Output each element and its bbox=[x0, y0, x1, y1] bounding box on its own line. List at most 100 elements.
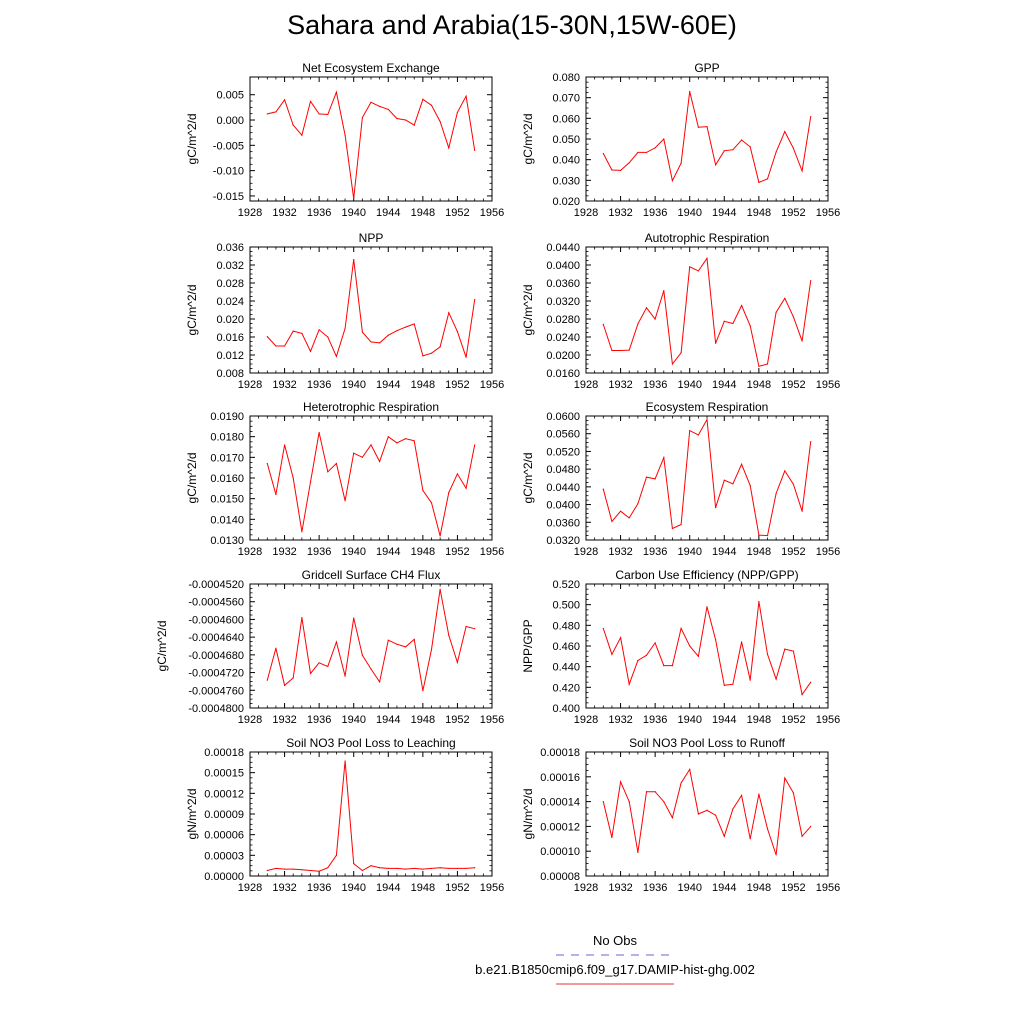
data-point bbox=[361, 331, 363, 333]
data-point bbox=[792, 792, 795, 794]
data-point bbox=[327, 471, 329, 473]
data-point bbox=[353, 197, 355, 200]
data-point bbox=[766, 653, 769, 655]
y-tick-label: 0.036 bbox=[216, 242, 244, 254]
data-point bbox=[645, 307, 648, 309]
data-point bbox=[801, 170, 803, 172]
series-line bbox=[602, 91, 812, 184]
y-axis-label: gC/m^2/d bbox=[521, 114, 535, 165]
data-point bbox=[766, 363, 769, 365]
data-point bbox=[465, 867, 467, 870]
data-point bbox=[396, 867, 398, 870]
data-point bbox=[775, 678, 777, 680]
data-point bbox=[602, 152, 604, 155]
data-point bbox=[766, 534, 769, 537]
data-point bbox=[353, 863, 355, 865]
x-tick-label: 1936 bbox=[643, 546, 667, 558]
data-point bbox=[379, 460, 381, 463]
data-point bbox=[749, 325, 751, 327]
panel-title: Autotrophic Respiration bbox=[645, 231, 770, 245]
data-point bbox=[456, 111, 459, 114]
data-point bbox=[663, 665, 665, 667]
data-point bbox=[671, 527, 674, 530]
data-point bbox=[715, 164, 717, 166]
y-tick-label: 0.0600 bbox=[546, 411, 580, 423]
data-point bbox=[792, 316, 795, 318]
plot-frame bbox=[249, 76, 493, 202]
data-point bbox=[680, 162, 682, 164]
panel-3: NPP gC/m^2/d 1928 1932 1936 1940 1944 1948 1952 1… bbox=[185, 231, 504, 391]
data-point bbox=[474, 444, 476, 446]
x-tick-label: 1956 bbox=[480, 379, 504, 391]
data-point bbox=[732, 322, 734, 325]
x-tick-label: 1932 bbox=[272, 882, 296, 894]
data-point bbox=[611, 836, 613, 839]
y-tick-label: 0.0360 bbox=[546, 278, 580, 290]
y-tick-label: 0.00015 bbox=[204, 768, 244, 780]
y-tick-label: 0.440 bbox=[552, 662, 580, 674]
y-tick-label: 0.00003 bbox=[204, 850, 244, 862]
x-tick-label: 1936 bbox=[307, 882, 331, 894]
data-point bbox=[775, 492, 777, 495]
panel-6: Ecosystem Respiration gC/m^2/d 1928 1932 193… bbox=[521, 400, 840, 558]
data-point bbox=[619, 637, 622, 639]
data-point bbox=[645, 476, 648, 478]
y-tick-label: 0.520 bbox=[552, 579, 580, 591]
data-point bbox=[758, 534, 760, 536]
data-point bbox=[689, 90, 691, 93]
y-tick-label: 0.500 bbox=[552, 600, 580, 612]
data-point bbox=[680, 627, 682, 630]
x-tick-label: 1932 bbox=[608, 379, 632, 391]
x-tick-label: 1952 bbox=[781, 207, 805, 219]
y-tick-label: -0.010 bbox=[213, 166, 244, 178]
x-tick-label: 1936 bbox=[307, 714, 331, 726]
data-point bbox=[732, 149, 734, 151]
panel-2: GPP gC/m^2/d 1928 1932 1936 1940 1944 1948 1952 1… bbox=[521, 61, 840, 219]
x-tick-label: 1932 bbox=[608, 207, 632, 219]
x-tick-label: 1936 bbox=[643, 882, 667, 894]
x-tick-label: 1956 bbox=[480, 714, 504, 726]
y-tick-label: 0.0400 bbox=[546, 500, 580, 512]
data-point bbox=[689, 430, 691, 432]
data-point bbox=[456, 867, 459, 870]
x-tick-label: 1944 bbox=[376, 379, 400, 391]
data-point bbox=[689, 768, 691, 770]
y-tick-label: 0.0150 bbox=[210, 494, 244, 506]
data-point bbox=[810, 116, 812, 118]
data-point bbox=[335, 641, 338, 643]
y-tick-label: -0.0004680 bbox=[188, 650, 244, 662]
y-axis-label: gC/m^2/d bbox=[185, 285, 199, 336]
x-tick-label: 1948 bbox=[747, 546, 771, 558]
data-point bbox=[292, 124, 294, 126]
data-point bbox=[309, 672, 312, 675]
x-tick-label: 1928 bbox=[238, 546, 262, 558]
y-tick-label: -0.0004760 bbox=[188, 685, 244, 697]
series-line bbox=[602, 601, 812, 696]
y-tick-label: 0.0130 bbox=[210, 535, 244, 547]
data-point bbox=[361, 654, 363, 656]
data-point bbox=[448, 867, 450, 870]
data-point bbox=[283, 99, 286, 101]
data-point bbox=[266, 113, 268, 115]
data-point bbox=[697, 434, 699, 436]
data-point bbox=[396, 442, 398, 444]
panel-5: Heterotrophic Respiration gC/m^2/d 1928 193… bbox=[185, 400, 504, 558]
y-tick-label: 0.0320 bbox=[546, 535, 580, 547]
y-axis-label: gC/m^2/d bbox=[185, 453, 199, 504]
panel-title: Heterotrophic Respiration bbox=[303, 400, 439, 414]
data-point bbox=[611, 520, 613, 523]
data-point bbox=[766, 178, 769, 180]
y-tick-label: 0.00014 bbox=[540, 797, 580, 809]
data-point bbox=[266, 869, 268, 872]
data-point bbox=[344, 500, 346, 502]
data-point bbox=[628, 162, 630, 164]
x-tick-label: 1932 bbox=[608, 882, 632, 894]
y-tick-label: -0.0004720 bbox=[188, 668, 244, 680]
x-tick-label: 1940 bbox=[677, 882, 701, 894]
data-point bbox=[396, 117, 398, 120]
y-tick-label: 0.0170 bbox=[210, 452, 244, 464]
data-point bbox=[275, 867, 277, 870]
y-tick-label: -0.0004640 bbox=[188, 632, 244, 644]
data-point bbox=[628, 349, 630, 351]
data-point bbox=[611, 653, 613, 655]
